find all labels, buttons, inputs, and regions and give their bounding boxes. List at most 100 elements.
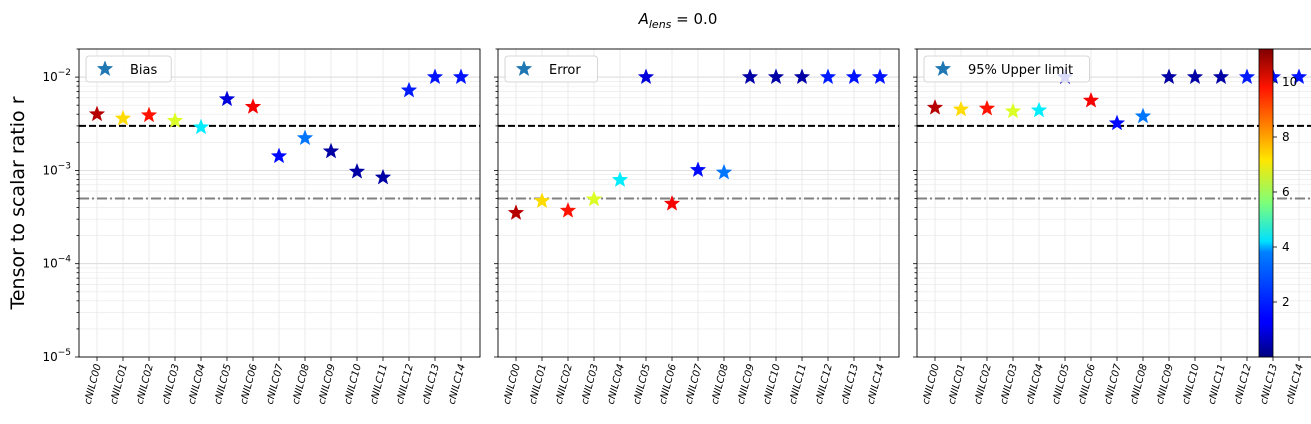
colorbar: 2 4 6 8 10 (1258, 48, 1297, 358)
subplot-2: cNILC00 cNILC01 cNILC02 cNILC03 cNILC04 cNILC… (494, 48, 900, 406)
data-point-cNILC11 (793, 68, 811, 85)
data-point-cNILC00 (507, 204, 525, 220)
x-tick-label: cNILC12 (395, 363, 416, 406)
y-tick-label: 10−5 (42, 348, 71, 364)
data-point-cNILC09 (322, 142, 340, 159)
data-point-cNILC08 (1134, 107, 1152, 124)
x-tick-label: cNILC04 (187, 363, 208, 406)
data-point-cNILC08 (715, 163, 733, 180)
colorbar-tick-label: 10 (1282, 75, 1297, 89)
data-point-cNILC03 (166, 112, 184, 128)
x-tick-label: cNILC10 (762, 363, 783, 406)
colorbar-tick-label: 4 (1282, 240, 1290, 254)
x-tick-label: cNILC13 (1259, 363, 1280, 406)
data-point-cNILC11 (374, 168, 392, 185)
data-point-cNILC12 (400, 81, 418, 98)
x-tick-label: cNILC04 (606, 363, 627, 406)
x-tick-label: cNILC01 (947, 363, 968, 406)
plot-area (79, 49, 480, 357)
data-point-cNILC09 (741, 68, 759, 85)
subplot-3: cNILC00 cNILC01 cNILC02 cNILC03 cNILC04 cNILC… (913, 48, 1311, 406)
data-point-cNILC06 (244, 98, 262, 114)
colorbar-tick-label: 2 (1282, 295, 1290, 309)
data-point-cNILC09 (1160, 68, 1178, 85)
x-tick-label: cNILC08 (710, 363, 731, 406)
y-tick-label: 10−3 (42, 161, 71, 177)
axes-frame (916, 48, 1311, 358)
x-tick-label: cNILC07 (1103, 362, 1124, 405)
y-axis-label: Tensor to scalar ratio r (7, 96, 29, 310)
x-tick-label: cNILC03 (580, 363, 601, 406)
data-point-cNILC07 (270, 147, 288, 164)
colorbar-gradient (1258, 48, 1274, 358)
plot-area (917, 49, 1311, 357)
x-tick-label: cNILC14 (1285, 363, 1306, 406)
x-tick-label: cNILC03 (161, 363, 182, 406)
data-point-cNILC14 (871, 68, 889, 85)
x-tick-label: cNILC13 (421, 363, 442, 406)
data-point-cNILC02 (140, 106, 158, 123)
data-point-cNILC13 (426, 68, 444, 85)
x-tick-label: cNILC04 (1025, 363, 1046, 406)
data-point-cNILC08 (296, 129, 314, 146)
data-point-cNILC10 (767, 68, 785, 85)
x-tick-label: cNILC00 (921, 363, 942, 406)
x-tick-label: cNILC09 (1155, 363, 1176, 406)
x-tick-label: cNILC10 (343, 363, 364, 406)
x-tick-label: cNILC05 (213, 363, 234, 406)
colorbar-tick-label: 8 (1282, 130, 1290, 144)
x-tick-label: cNILC08 (1129, 363, 1150, 406)
x-tick-label: cNILC08 (291, 363, 312, 406)
legend: 95% Upper limit (923, 55, 1090, 83)
legend: Bias (85, 55, 172, 83)
x-tick-label: cNILC05 (632, 363, 653, 406)
legend-star-icon (515, 60, 533, 77)
data-point-cNILC00 (88, 105, 106, 122)
data-point-cNILC07 (1108, 114, 1126, 131)
x-tick-label: cNILC07 (265, 362, 286, 405)
data-point-cNILC03 (1004, 102, 1022, 119)
x-tick-label: cNILC14 (866, 363, 887, 406)
data-point-cNILC01 (952, 100, 970, 117)
x-tick-label: cNILC06 (1077, 363, 1098, 406)
legend-star-icon (934, 60, 952, 77)
x-tick-label: cNILC11 (788, 363, 809, 406)
legend-label: Error (549, 63, 581, 78)
data-point-cNILC02 (978, 99, 996, 116)
data-point-cNILC05 (218, 90, 236, 107)
x-tick-label: cNILC02 (554, 363, 575, 406)
data-point-cNILC05 (637, 68, 655, 85)
data-point-cNILC12 (819, 68, 837, 85)
data-point-cNILC12 (1238, 68, 1256, 85)
x-tick-label: cNILC05 (1051, 363, 1072, 406)
data-point-cNILC03 (585, 190, 603, 207)
data-point-cNILC10 (1186, 68, 1204, 85)
x-tick-label: cNILC06 (239, 363, 260, 406)
legend-box (85, 55, 172, 83)
x-tick-label: cNILC02 (135, 363, 156, 406)
axes-frame (497, 48, 900, 358)
x-tick-label: cNILC06 (658, 363, 679, 406)
data-point-cNILC14 (452, 68, 470, 85)
legend-label: Bias (130, 63, 157, 78)
data-point-cNILC06 (1082, 91, 1100, 108)
plot-area (498, 49, 899, 357)
x-tick-label: cNILC00 (502, 363, 523, 406)
legend-star-icon (96, 60, 114, 77)
data-point-cNILC01 (114, 109, 132, 126)
data-point-cNILC02 (559, 201, 577, 218)
x-tick-label: cNILC01 (528, 363, 549, 406)
x-tick-label: cNILC12 (1233, 363, 1254, 406)
data-point-cNILC13 (845, 68, 863, 85)
x-tick-label: cNILC14 (447, 363, 468, 406)
figure-title: Alens = 0.0 (638, 10, 718, 31)
x-tick-label: cNILC09 (736, 363, 757, 406)
data-point-cNILC14 (1290, 68, 1308, 85)
data-point-cNILC06 (663, 194, 681, 211)
x-tick-label: cNILC09 (317, 363, 338, 406)
legend-box (923, 55, 1090, 83)
x-tick-label: cNILC02 (973, 363, 994, 406)
x-tick-label: cNILC13 (840, 363, 861, 406)
data-point-cNILC04 (1030, 101, 1048, 118)
